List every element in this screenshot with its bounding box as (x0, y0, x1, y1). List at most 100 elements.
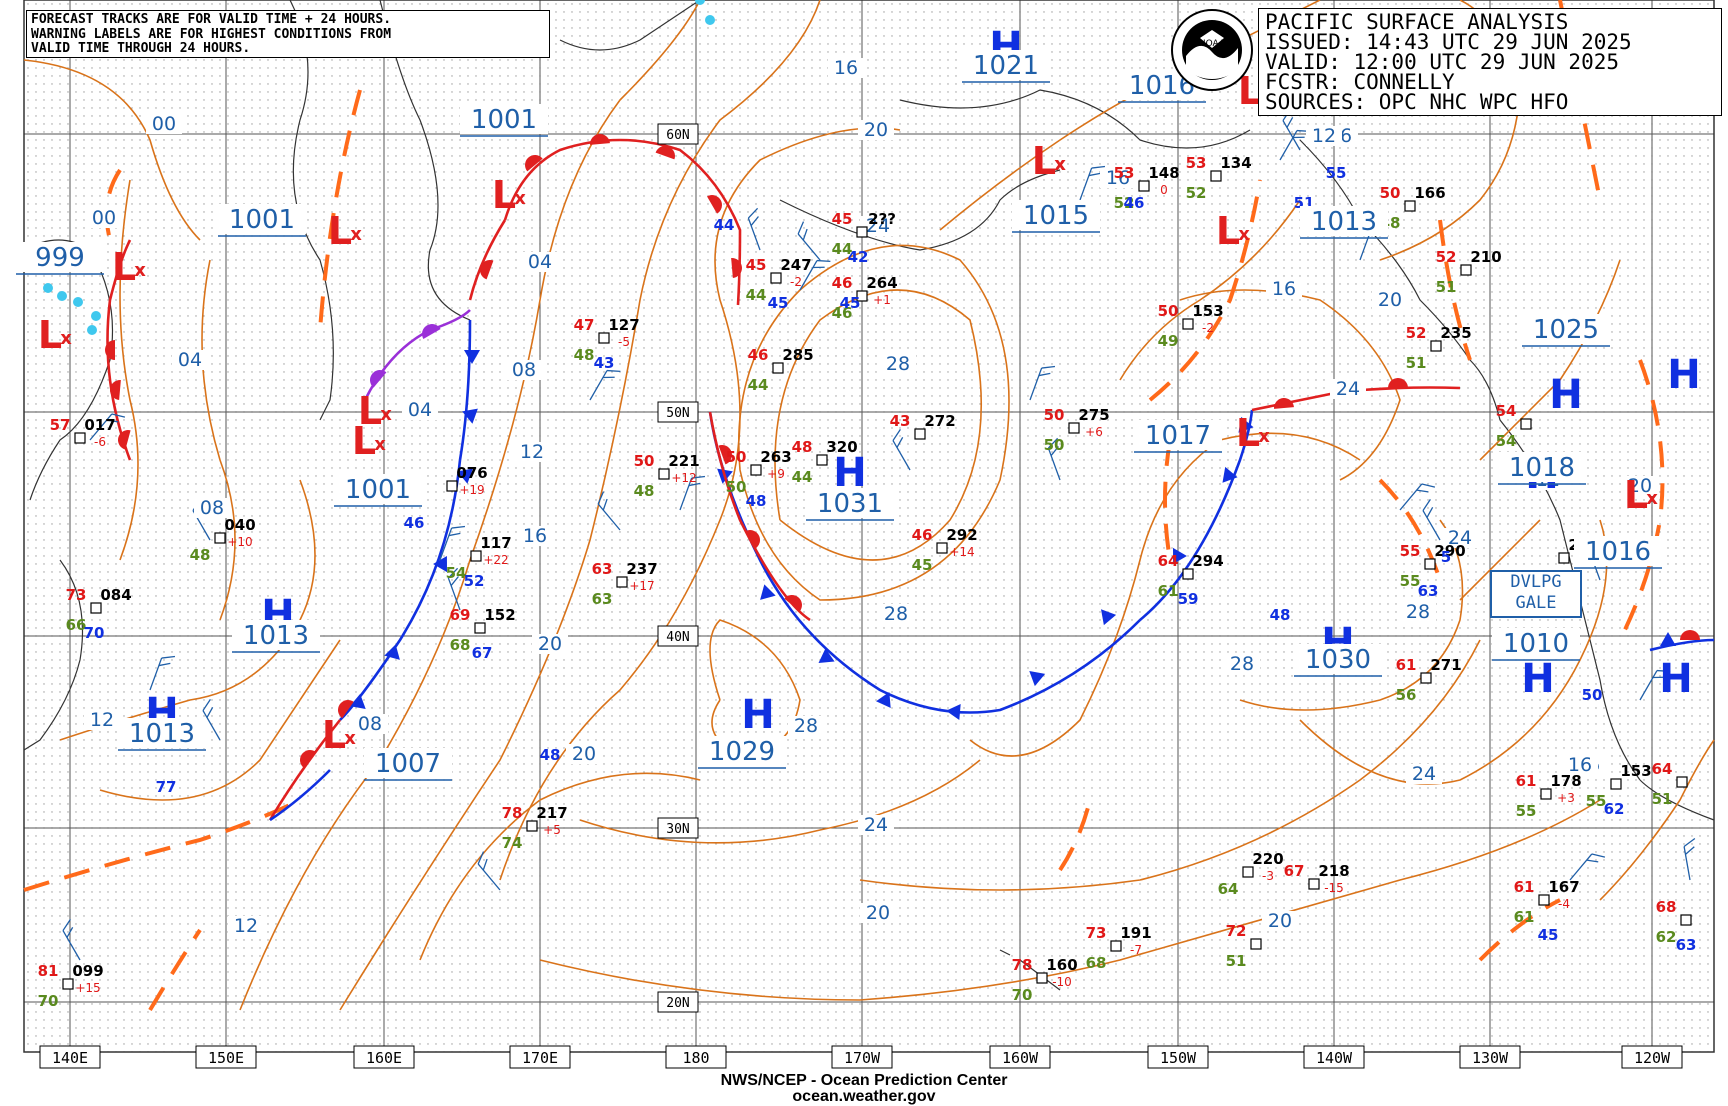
station-pressure: 237 (626, 560, 657, 578)
station-plot: 61 178 55 +3 (1516, 772, 1582, 820)
isobar-8 (499, 127, 901, 881)
station-temp: 46 (748, 346, 769, 364)
station-plot: 46 285 44 (748, 346, 814, 394)
warm-front-central-scallop (784, 595, 802, 612)
station-temp: 47 (574, 316, 595, 334)
wind-speed-number: 45 (1538, 926, 1559, 944)
isobar-label-bg (1100, 168, 1136, 188)
center-value-bg (806, 488, 894, 518)
center-value: 1001 (229, 205, 295, 235)
station-temp: 55 (1400, 542, 1421, 560)
trough-5 (1148, 179, 1262, 402)
isobar-label: 28 (886, 353, 910, 375)
station-plot: 63 237 63 +17 (592, 560, 658, 608)
isobar-label-bg (1406, 764, 1442, 784)
station-dewpoint: 48 (634, 482, 655, 500)
low-symbol: L (358, 389, 382, 433)
station-pressure: 264 (866, 274, 897, 292)
isobar-label-bg (566, 744, 602, 764)
warm-front-north-scallop (731, 258, 742, 278)
station-temp: 50 (1158, 302, 1179, 320)
wind-barb-3 (447, 567, 461, 611)
lat-label: 30N (666, 822, 689, 837)
station-plot: 61 271 56 (1396, 656, 1462, 704)
lon-label: 160E (366, 1049, 402, 1067)
wind-speed-number: 42 (848, 248, 869, 266)
station-temp: 61 (1516, 772, 1537, 790)
station-pressure: 017 (84, 416, 115, 434)
station-pressure: 191 (1120, 924, 1151, 942)
station-temp: 64 (1652, 760, 1673, 778)
convection-dot (73, 297, 83, 307)
station-dewpoint: 50 (726, 478, 747, 496)
station-temp: 50 (634, 452, 655, 470)
isobar-1 (119, 179, 139, 561)
station-temp: 43 (890, 412, 911, 430)
center-value: 999 (35, 243, 85, 273)
wind-barb-5 (597, 491, 621, 531)
isobar-18 (1299, 519, 1608, 785)
station-marker (936, 542, 948, 554)
cold-front-central-barb (818, 648, 835, 664)
station-marker (470, 550, 482, 562)
pressure-centers: H1021H1031H1029H1030H1013H1013H1025H1018… (16, 24, 1701, 781)
station-plot: 46 264 46 +1 (832, 274, 898, 322)
isobar-7 (419, 772, 701, 961)
center-value-bg (1574, 536, 1662, 566)
warm-front-west-scallop (118, 430, 131, 450)
coastline-3 (379, 0, 471, 321)
station-temp: 78 (1012, 956, 1033, 974)
station-pressure: 148 (1148, 164, 1179, 182)
warm-front-central-scallop (718, 445, 732, 465)
center-value-bg (118, 718, 206, 748)
wind-barb-7 (747, 207, 761, 251)
station-pressure: 221 (668, 452, 699, 470)
cold-front-west-barb (464, 350, 480, 364)
low-pressure-center: Lx 1016 (1574, 473, 1662, 569)
station-marker (526, 820, 538, 832)
station-pressure: 217 (536, 804, 567, 822)
isobar-label: 20 (1628, 475, 1652, 497)
isobar-label-bg (522, 252, 558, 272)
station-pressure-change: -15 (1324, 881, 1344, 895)
isobar-label-bg (1622, 476, 1658, 496)
station-dewpoint: 68 (450, 636, 471, 654)
station-dewpoint: 51 (1436, 278, 1457, 296)
wind-barb-2 (439, 525, 466, 561)
station-pressure-change: -3 (1262, 869, 1274, 883)
lat-label: 20N (666, 996, 689, 1011)
low-pressure-center: Lx 1013 (1216, 206, 1388, 253)
coastline-2 (289, 0, 334, 421)
cold-front-west-barb (433, 556, 447, 573)
station-marker (62, 978, 74, 990)
station-pressure-change: +14 (949, 545, 974, 559)
isobar-label-bg (1306, 126, 1342, 146)
isobar-label-bg (402, 400, 438, 420)
gale-line-1: DVLPG (1510, 572, 1562, 592)
wind-barb-25 (202, 699, 221, 741)
station-pressure-change: -6 (94, 435, 106, 449)
station-plot: 45 2?? 44 (832, 210, 896, 258)
isobar-label-bg (878, 604, 914, 624)
isobar-16 (539, 799, 1601, 1001)
lon-label-box (989, 1045, 1051, 1069)
wind-speed-number: 48 (746, 492, 767, 510)
station-temp: 50 (1380, 184, 1401, 202)
center-value-bg (334, 474, 422, 504)
isobar-label: 04 (528, 251, 552, 273)
station-plot: 69 152 68 (450, 606, 516, 654)
station-pressure: 153 (1192, 302, 1223, 320)
station-marker (616, 576, 628, 588)
station-marker (1424, 558, 1436, 570)
station-temp: 53 (1114, 164, 1135, 182)
cold-front-central-barb (1222, 466, 1238, 483)
isobar-5 (239, 0, 701, 1011)
center-value: 1001 (471, 105, 537, 135)
lon-label: 130W (1472, 1049, 1509, 1067)
station-plot: 73 084 66 (66, 586, 132, 634)
isobar-label: 24 (864, 814, 888, 836)
station-pressure-change: +10 (227, 535, 252, 549)
